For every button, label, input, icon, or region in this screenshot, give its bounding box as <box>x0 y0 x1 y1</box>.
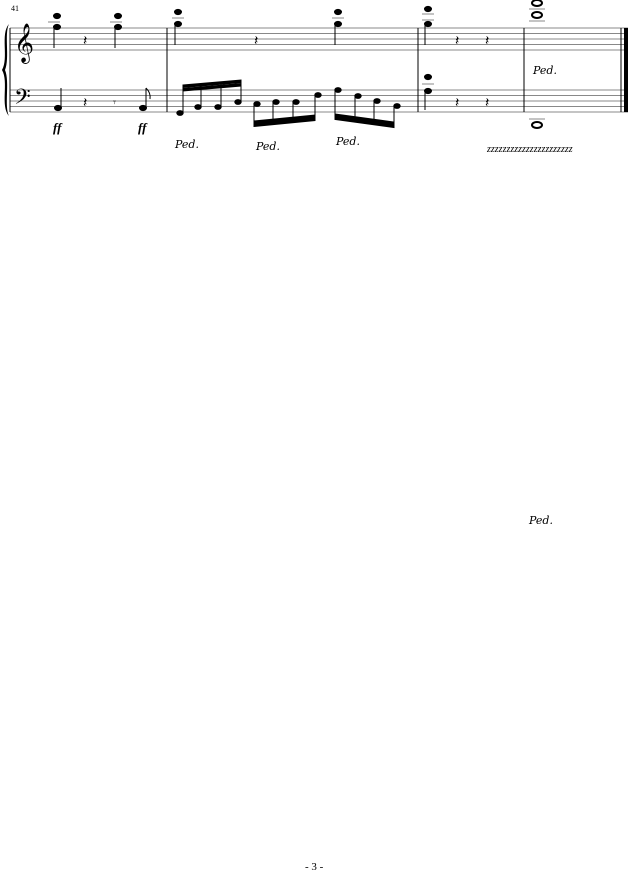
pedal-mark: Ped. <box>175 138 199 151</box>
chord <box>422 73 434 110</box>
svg-text:𝄽: 𝄽 <box>83 95 87 111</box>
pedal-mark: Ped. <box>533 64 557 77</box>
chord <box>172 8 184 45</box>
rests: 𝄽 𝄽 𝄽 𝄽 𝄽 𝄾 𝄽 𝄽 <box>83 33 489 111</box>
svg-text:𝄽: 𝄽 <box>455 95 459 111</box>
chord <box>332 8 344 45</box>
chord <box>48 12 61 48</box>
barlines <box>166 28 622 112</box>
final-barline <box>624 28 628 112</box>
measure-number: 41 <box>11 4 19 13</box>
bass-notes <box>54 73 545 129</box>
treble-notes <box>48 0 545 48</box>
pedal-mark: Ped. <box>529 514 553 527</box>
chord <box>110 12 122 48</box>
svg-text:𝄽: 𝄽 <box>83 33 87 49</box>
trill-line: zzzzzzzzzzzzzzzzzzzzzz <box>487 144 573 155</box>
sixteenth-group <box>253 92 322 128</box>
chord <box>422 5 434 45</box>
svg-text:𝄽: 𝄽 <box>254 33 258 49</box>
treble-staff <box>10 27 628 51</box>
eighth-note <box>139 87 151 112</box>
svg-text:𝄽: 𝄽 <box>485 95 489 111</box>
page-number: - 3 - <box>305 861 324 873</box>
dynamic-marking: ff <box>138 120 147 135</box>
brace-icon <box>2 24 9 116</box>
whole-note <box>529 118 545 129</box>
dynamic-marking: ff <box>53 120 62 135</box>
svg-text:𝄾: 𝄾 <box>113 96 116 109</box>
whole-chord <box>529 0 545 22</box>
pedal-mark: Ped. <box>256 140 280 153</box>
sixteenth-group <box>334 87 401 129</box>
svg-text:𝄽: 𝄽 <box>485 33 489 49</box>
pedal-mark: Ped. <box>336 135 360 148</box>
treble-clef-icon: 𝄞 <box>14 23 34 64</box>
bass-clef-icon: 𝄢 <box>14 85 31 115</box>
svg-text:𝄽: 𝄽 <box>455 33 459 49</box>
quarter-note <box>54 88 62 112</box>
sixteenth-group <box>176 79 242 116</box>
